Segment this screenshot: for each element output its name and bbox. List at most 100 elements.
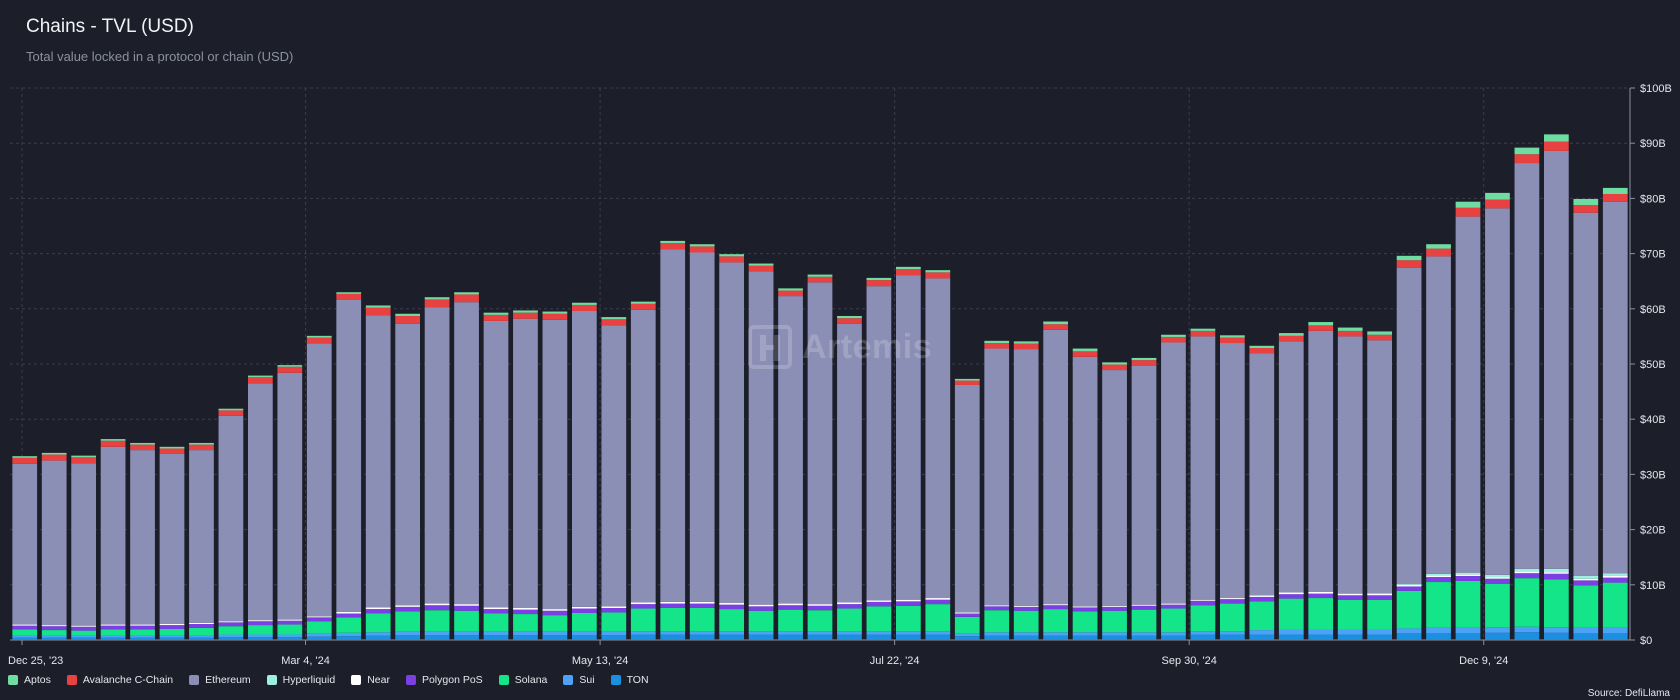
bar-segment-sui bbox=[630, 631, 656, 635]
bar-segment-near bbox=[247, 620, 273, 622]
bar-segment-ethereum bbox=[1072, 356, 1098, 607]
bar-segment-near bbox=[424, 603, 450, 606]
bar-segment-aptos bbox=[1161, 334, 1186, 337]
bar-segment-avalanche-c-chain bbox=[660, 243, 686, 250]
bar-segment-solana bbox=[866, 606, 892, 632]
bar-segment-solana bbox=[925, 604, 951, 632]
bar-segment-ethereum bbox=[1337, 336, 1363, 594]
chart-title: Chains - TVL (USD) bbox=[26, 16, 194, 37]
bar-segment-near bbox=[1337, 593, 1363, 596]
bar-segment-ton bbox=[1131, 635, 1157, 640]
legend-item[interactable]: Solana bbox=[498, 674, 548, 686]
bar-segment-ethereum bbox=[454, 302, 479, 605]
bar-segment-avalanche-c-chain bbox=[954, 380, 980, 385]
bar-segment-sui bbox=[542, 631, 568, 636]
bar-segment-near bbox=[218, 621, 244, 623]
y-tick-label: $100B bbox=[1640, 83, 1672, 95]
bar-segment-aptos bbox=[277, 365, 303, 367]
bar-segment-aptos bbox=[954, 378, 980, 381]
bar-segment-polygon-pos bbox=[424, 605, 450, 611]
bar-segment-polygon-pos bbox=[1455, 575, 1481, 581]
bar-segment-avalanche-c-chain bbox=[925, 272, 951, 279]
bar-segment-near bbox=[454, 604, 479, 606]
bar-segment-aptos bbox=[1455, 201, 1481, 208]
legend-item[interactable]: Avalanche C-Chain bbox=[66, 674, 173, 686]
bar-segment-sui bbox=[807, 631, 833, 635]
bar-segment-ethereum bbox=[542, 319, 568, 610]
bar-segment-solana bbox=[395, 611, 421, 632]
bar-segment-ton bbox=[925, 634, 951, 640]
bar-segment-polygon-pos bbox=[483, 609, 509, 614]
bar-segment-polygon-pos bbox=[660, 603, 686, 608]
bar-segment-avalanche-c-chain bbox=[807, 276, 833, 283]
bar-segment-aptos bbox=[1043, 321, 1069, 325]
bar-segment-ethereum bbox=[1249, 353, 1275, 596]
bar-segment-polygon-pos bbox=[748, 606, 774, 611]
bar-segment-ton bbox=[1426, 633, 1451, 640]
legend-label: Near bbox=[367, 674, 390, 686]
bar-segment-sui bbox=[1426, 627, 1451, 634]
bar-segment-polygon-pos bbox=[1278, 594, 1304, 599]
legend-swatch bbox=[266, 675, 277, 685]
bar-segment-avalanche-c-chain bbox=[571, 304, 597, 312]
bar-segment-hyperliquid bbox=[1573, 575, 1599, 579]
bar-segment-polygon-pos bbox=[365, 609, 391, 614]
bar-segment-near bbox=[778, 603, 803, 606]
bar-segment-avalanche-c-chain bbox=[1602, 193, 1628, 202]
bar-segment-ethereum bbox=[1102, 370, 1127, 606]
bar-segment-polygon-pos bbox=[984, 606, 1010, 611]
bar-segment-aptos bbox=[748, 263, 774, 266]
y-tick-label: $80B bbox=[1640, 193, 1666, 205]
bar-segment-solana bbox=[1219, 603, 1245, 632]
bar-segment-avalanche-c-chain bbox=[454, 294, 479, 303]
bar-segment-ton bbox=[365, 635, 391, 640]
bar-segment-ton bbox=[1514, 632, 1540, 640]
bar-segment-sui bbox=[1161, 632, 1186, 636]
bar-segment-avalanche-c-chain bbox=[719, 256, 745, 263]
legend-item[interactable]: Ethereum bbox=[189, 674, 251, 686]
bar-segment-ethereum bbox=[306, 343, 332, 617]
bar-segment-aptos bbox=[630, 301, 656, 304]
bar-segment-sui bbox=[1308, 629, 1334, 635]
bar-segment-ethereum bbox=[954, 384, 980, 613]
bar-segment-near bbox=[689, 601, 715, 604]
bar-segment-near bbox=[866, 600, 892, 602]
bar-segment-polygon-pos bbox=[1308, 593, 1334, 599]
bar-segment-solana bbox=[954, 616, 980, 634]
bar-segment-avalanche-c-chain bbox=[748, 265, 774, 272]
source-note: Source: DefiLlama bbox=[1587, 688, 1670, 699]
bar-segment-sui bbox=[748, 631, 774, 635]
bar-segment-hyperliquid bbox=[1514, 568, 1540, 572]
bar-segment-avalanche-c-chain bbox=[1426, 248, 1451, 257]
bar-segment-ton bbox=[895, 634, 921, 640]
bar-segment-ton bbox=[807, 634, 833, 640]
legend-label: Ethereum bbox=[205, 674, 251, 686]
legend-label: Solana bbox=[514, 674, 548, 686]
bar-segment-polygon-pos bbox=[71, 626, 97, 631]
bar-segment-aptos bbox=[247, 375, 273, 378]
bar-segment-avalanche-c-chain bbox=[1249, 347, 1275, 354]
legend-item[interactable]: Polygon PoS bbox=[405, 674, 483, 686]
bar-segment-solana bbox=[1485, 583, 1510, 628]
bar-segment-sui bbox=[1485, 627, 1510, 633]
bar-segment-ethereum bbox=[1367, 340, 1393, 594]
bar-segment-aptos bbox=[1367, 331, 1393, 335]
bar-segment-avalanche-c-chain bbox=[306, 337, 332, 344]
bar-segment-near bbox=[660, 601, 686, 604]
bar-segment-avalanche-c-chain bbox=[895, 269, 921, 276]
bar-segment-polygon-pos bbox=[1249, 596, 1275, 602]
bar-segment-avalanche-c-chain bbox=[1514, 154, 1540, 164]
bar-segment-polygon-pos bbox=[189, 623, 214, 628]
legend-item[interactable]: Aptos bbox=[8, 674, 51, 686]
bar-segment-ethereum bbox=[748, 271, 774, 605]
bar-segment-near bbox=[807, 604, 833, 606]
bar-segment-ton bbox=[100, 637, 126, 640]
bar-segment-aptos bbox=[984, 340, 1010, 344]
legend-item[interactable]: Near bbox=[351, 674, 390, 686]
bar-segment-polygon-pos bbox=[1043, 605, 1069, 610]
bar-segment-ton bbox=[12, 637, 38, 640]
legend-item[interactable]: Sui bbox=[563, 674, 595, 686]
bar-segment-near bbox=[895, 599, 921, 602]
legend-item[interactable]: Hyperliquid bbox=[266, 674, 335, 686]
legend-item[interactable]: TON bbox=[610, 674, 649, 686]
